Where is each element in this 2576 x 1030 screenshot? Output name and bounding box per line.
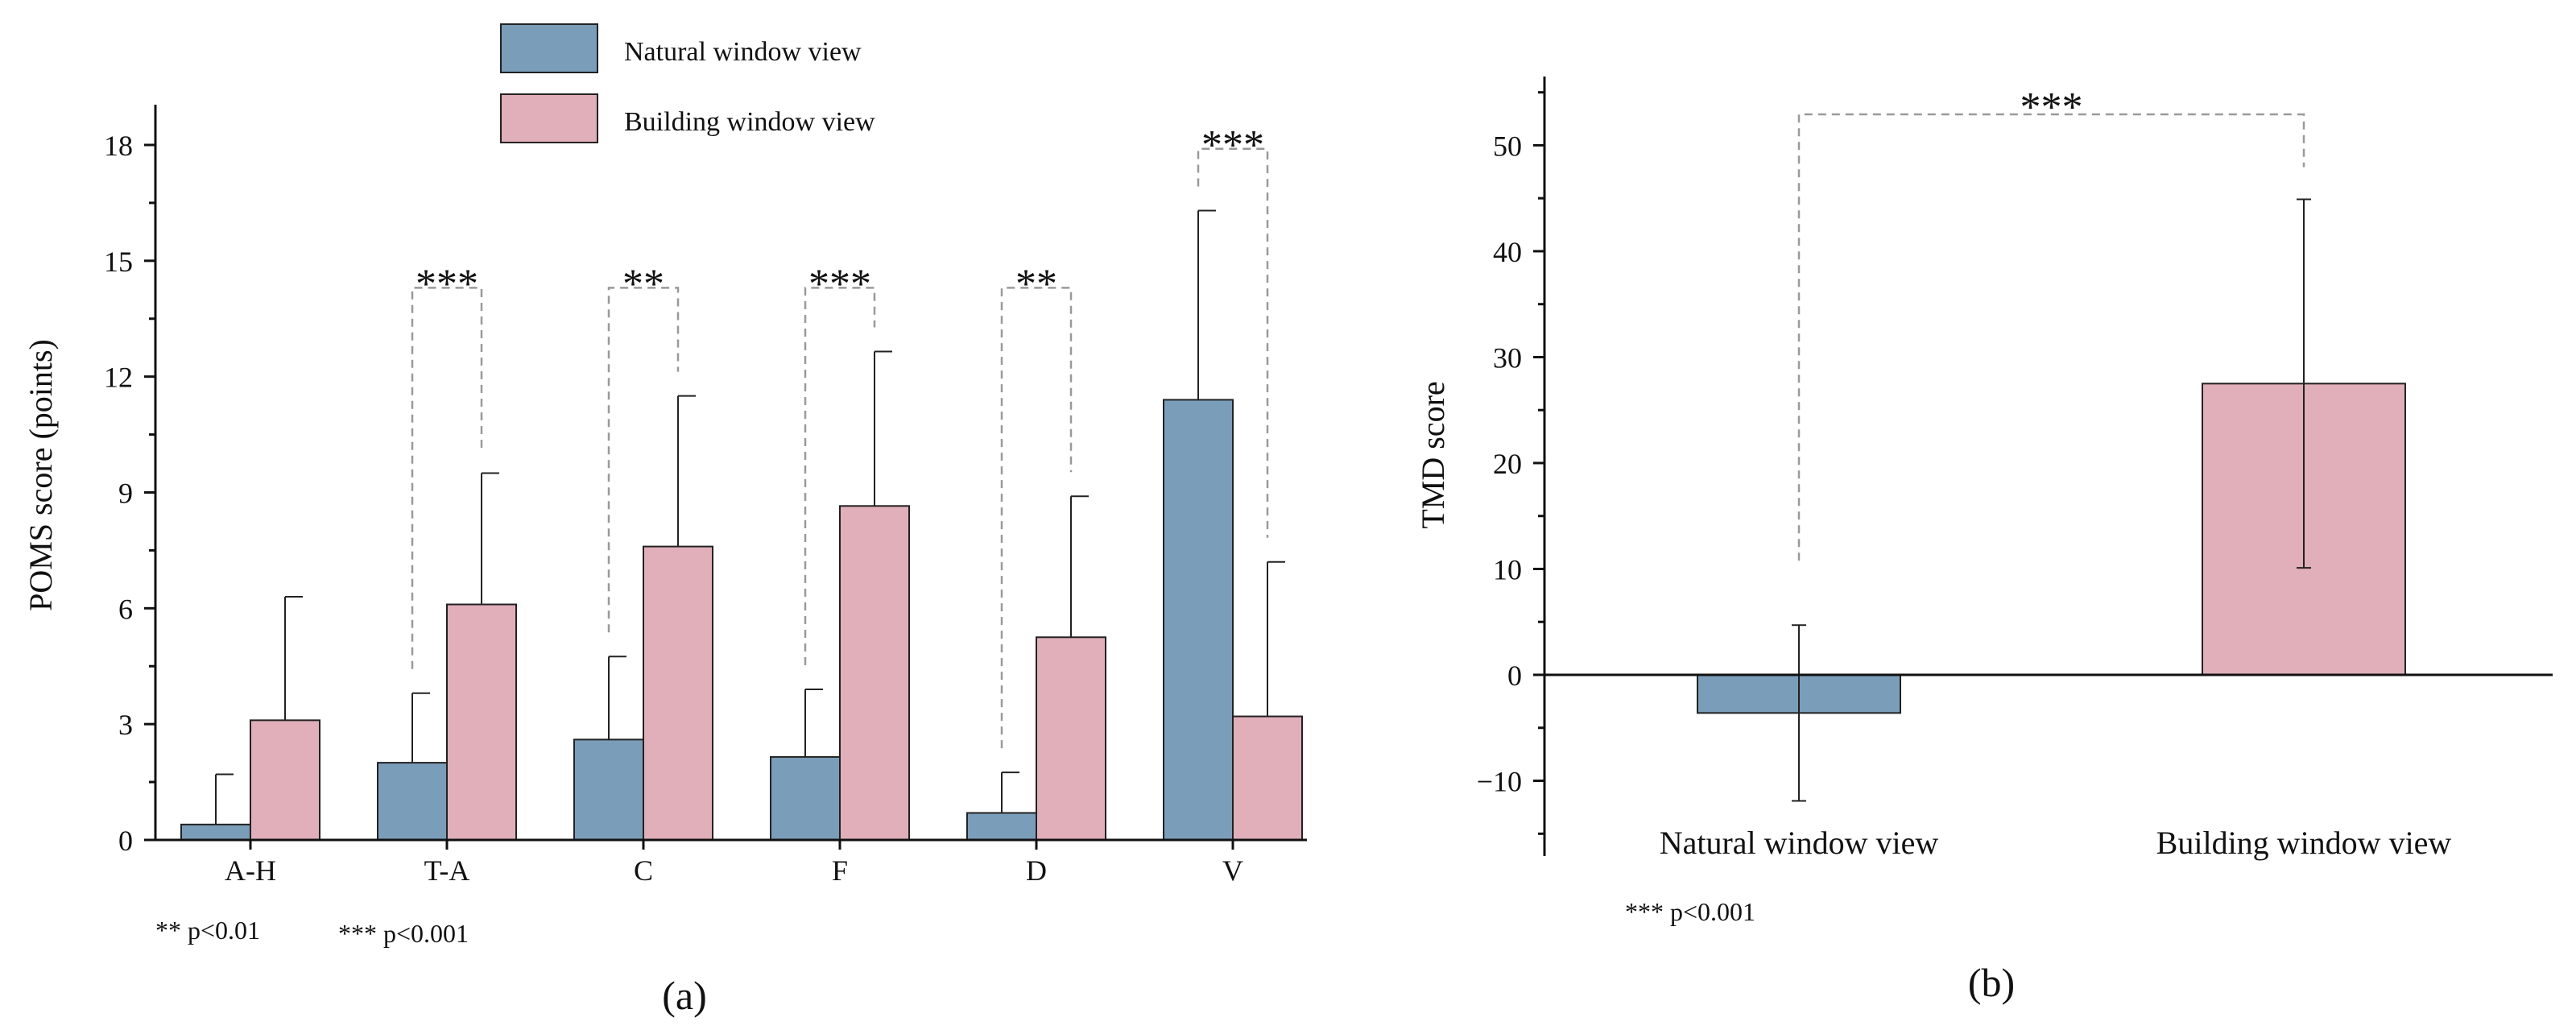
a-note-p01: ** p<0.01 [155,916,260,945]
b-x-category-label-natural: Natural window view [1660,825,1939,861]
a-note-p001: *** p<0.001 [338,919,469,948]
a-bar-building-A-H [250,719,320,841]
a-bar-natural-V [1163,399,1234,841]
a-y-tick-label-15: 15 [104,246,133,278]
b-y-tick-label-30: 30 [1493,341,1522,374]
b-sig-mark: *** [2020,85,2083,130]
a-sig-mark-F: *** [808,261,871,307]
legend-label-natural: Natural window view [624,37,862,67]
b-y-tick-label-20: 20 [1493,448,1522,480]
a-x-tick-label-V: V [1222,854,1243,887]
a-y-tick-label-3: 3 [118,709,133,741]
a-sig-mark-C: ** [622,261,664,307]
b-y-tick-label--10: −10 [1477,766,1522,798]
a-bar-natural-A-H [180,823,251,841]
b-bracket [1797,113,2305,561]
b-panel-label: (b) [1968,960,2015,1005]
a-bars-group [180,399,1303,842]
a-significance-group: *** ** *** ***** [411,122,1269,749]
a-bar-natural-D [966,812,1037,842]
a-bar-building-V [1232,715,1303,841]
b-note-p001: *** p<0.001 [1625,897,1755,926]
a-bracket-D [1000,287,1073,749]
b-y-tick-label-50: 50 [1493,130,1522,162]
a-x-tick-label-C: C [634,854,653,887]
a-panel-label: (a) [662,973,707,1018]
b-y-tick-label-40: 40 [1493,236,1522,268]
b-axes-group: Natural window view Building window view −… [1477,77,2553,861]
a-bracket-V [1197,147,1269,538]
a-bar-natural-T-A [377,762,448,841]
a-bar-building-T-A [446,603,517,841]
legend-swatch-natural [500,23,598,73]
a-bar-building-F [839,505,910,842]
b-y-axis-title: TMD score [1415,381,1451,528]
a-bracket-F [804,287,876,666]
a-error-bars-group [215,209,1285,825]
b-x-category-label-building: Building window view [2156,825,2452,861]
legend-label-building: Building window view [624,107,875,137]
a-bar-natural-F [770,755,841,841]
a-sig-mark-D: ** [1015,261,1057,307]
a-x-tick-label-F: F [832,854,848,887]
legend-swatch-building [500,93,598,143]
a-bracket-C [607,287,680,633]
a-bar-building-D [1036,636,1106,842]
a-bracket-T-A [411,287,483,669]
a-x-tick-label-T-A: T-A [424,854,470,887]
b-significance-group: *** [1797,85,2305,561]
b-bars-group [1697,383,2406,714]
b-error-bars-group [1792,198,2311,802]
a-sig-mark-T-A: *** [416,261,478,307]
a-bar-building-C [643,545,713,841]
a-bar-natural-C [573,738,644,841]
panel-b-chart: *** Natural window view Building window v… [1415,77,2553,1005]
a-sig-mark-V: *** [1201,122,1264,168]
a-y-tick-label-9: 9 [118,478,133,510]
b-y-tick-label-0: 0 [1507,660,1522,692]
a-y-tick-label-12: 12 [104,362,133,394]
a-x-tick-label-D: D [1026,854,1047,887]
a-y-tick-label-18: 18 [104,130,133,162]
legend: Natural window view Building window view [500,23,875,143]
a-y-tick-label-0: 0 [118,825,133,857]
a-y-axis-title: POMS score (points) [23,339,59,611]
a-y-tick-label-6: 6 [118,593,133,625]
b-y-tick-label-10: 10 [1493,553,1522,585]
a-x-tick-label-A-H: A-H [225,854,276,887]
a-axes-group: A-H T-A C F D V 0 3 6 9 12 15 18 [104,105,1307,887]
